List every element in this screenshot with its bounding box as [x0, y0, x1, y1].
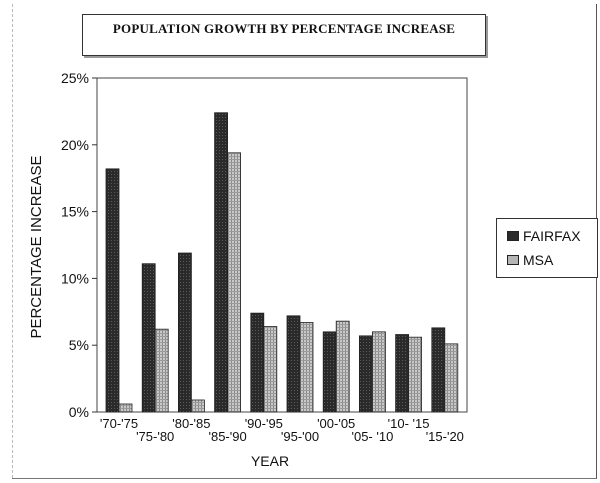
legend-label-fairfax: FAIRFAX [523, 228, 581, 244]
x-axis-label: YEAR [251, 453, 289, 469]
bar-msa-7 [371, 331, 386, 413]
y-tick-label: 0% [69, 404, 89, 420]
y-tick-label: 10% [61, 270, 89, 286]
x-tick-label: '75-'80 [136, 429, 174, 444]
axis-labels: 0% 5% 10% 15% 20% 25% '70-'75'75-'80'80-'85'85… [28, 70, 464, 469]
y-tick-label: 25% [61, 70, 89, 86]
x-tick-label: '95-'00 [281, 429, 319, 444]
bar-msa-2 [190, 399, 205, 413]
x-tick-label: '70-'75 [100, 416, 138, 431]
x-tick-label: '85-'90 [208, 429, 246, 444]
bar-fairfax-4 [250, 312, 265, 413]
bar-fairfax-0 [105, 168, 120, 413]
bar-fairfax-3 [214, 112, 229, 413]
bar-msa-4 [263, 326, 278, 413]
y-tick-label: 20% [61, 137, 89, 153]
y-tick-label: 15% [61, 204, 89, 220]
bar-fairfax-7 [358, 335, 373, 413]
bars [105, 112, 459, 413]
legend-swatch-msa [507, 255, 519, 265]
bar-fairfax-9 [431, 327, 446, 413]
bar-msa-1 [154, 328, 169, 413]
x-tick-label: '10- '15 [388, 416, 430, 431]
legend-item-msa: MSA [507, 251, 553, 269]
bar-msa-9 [444, 343, 459, 413]
bar-fairfax-5 [286, 315, 301, 413]
plot-border [96, 77, 468, 413]
x-tick-label: '90-'95 [245, 416, 283, 431]
bar-fairfax-6 [322, 331, 337, 413]
x-tick-label: '15-'20 [426, 429, 464, 444]
plot-area [96, 77, 468, 413]
x-tick-label: '00-'05 [317, 416, 355, 431]
bar-fairfax-8 [395, 334, 410, 413]
bar-msa-5 [299, 322, 314, 413]
y-tick-label: 5% [69, 337, 89, 353]
legend-swatch-fairfax [507, 231, 519, 241]
axes [92, 77, 97, 413]
bar-fairfax-1 [141, 263, 156, 413]
bar-msa-6 [335, 320, 350, 413]
bar-msa-3 [227, 152, 242, 413]
x-tick-label: '80-'85 [172, 416, 210, 431]
legend-label-msa: MSA [523, 252, 554, 268]
x-tick-label: '05- '10 [351, 429, 393, 444]
y-axis-label: PERCENTAGE INCREASE [28, 155, 45, 338]
figure-frame-left-edge [12, 4, 13, 478]
bar-fairfax-2 [177, 252, 192, 413]
bar-msa-8 [408, 336, 423, 413]
legend-item-fairfax: FAIRFAX [507, 227, 581, 245]
bar-msa-0 [118, 403, 133, 413]
chart-title-box: POPULATION GROWTH BY PERCENTAGE INCREASE [82, 14, 486, 56]
legend: FAIRFAX MSA [496, 218, 598, 278]
chart-title: POPULATION GROWTH BY PERCENTAGE INCREASE [112, 21, 456, 36]
